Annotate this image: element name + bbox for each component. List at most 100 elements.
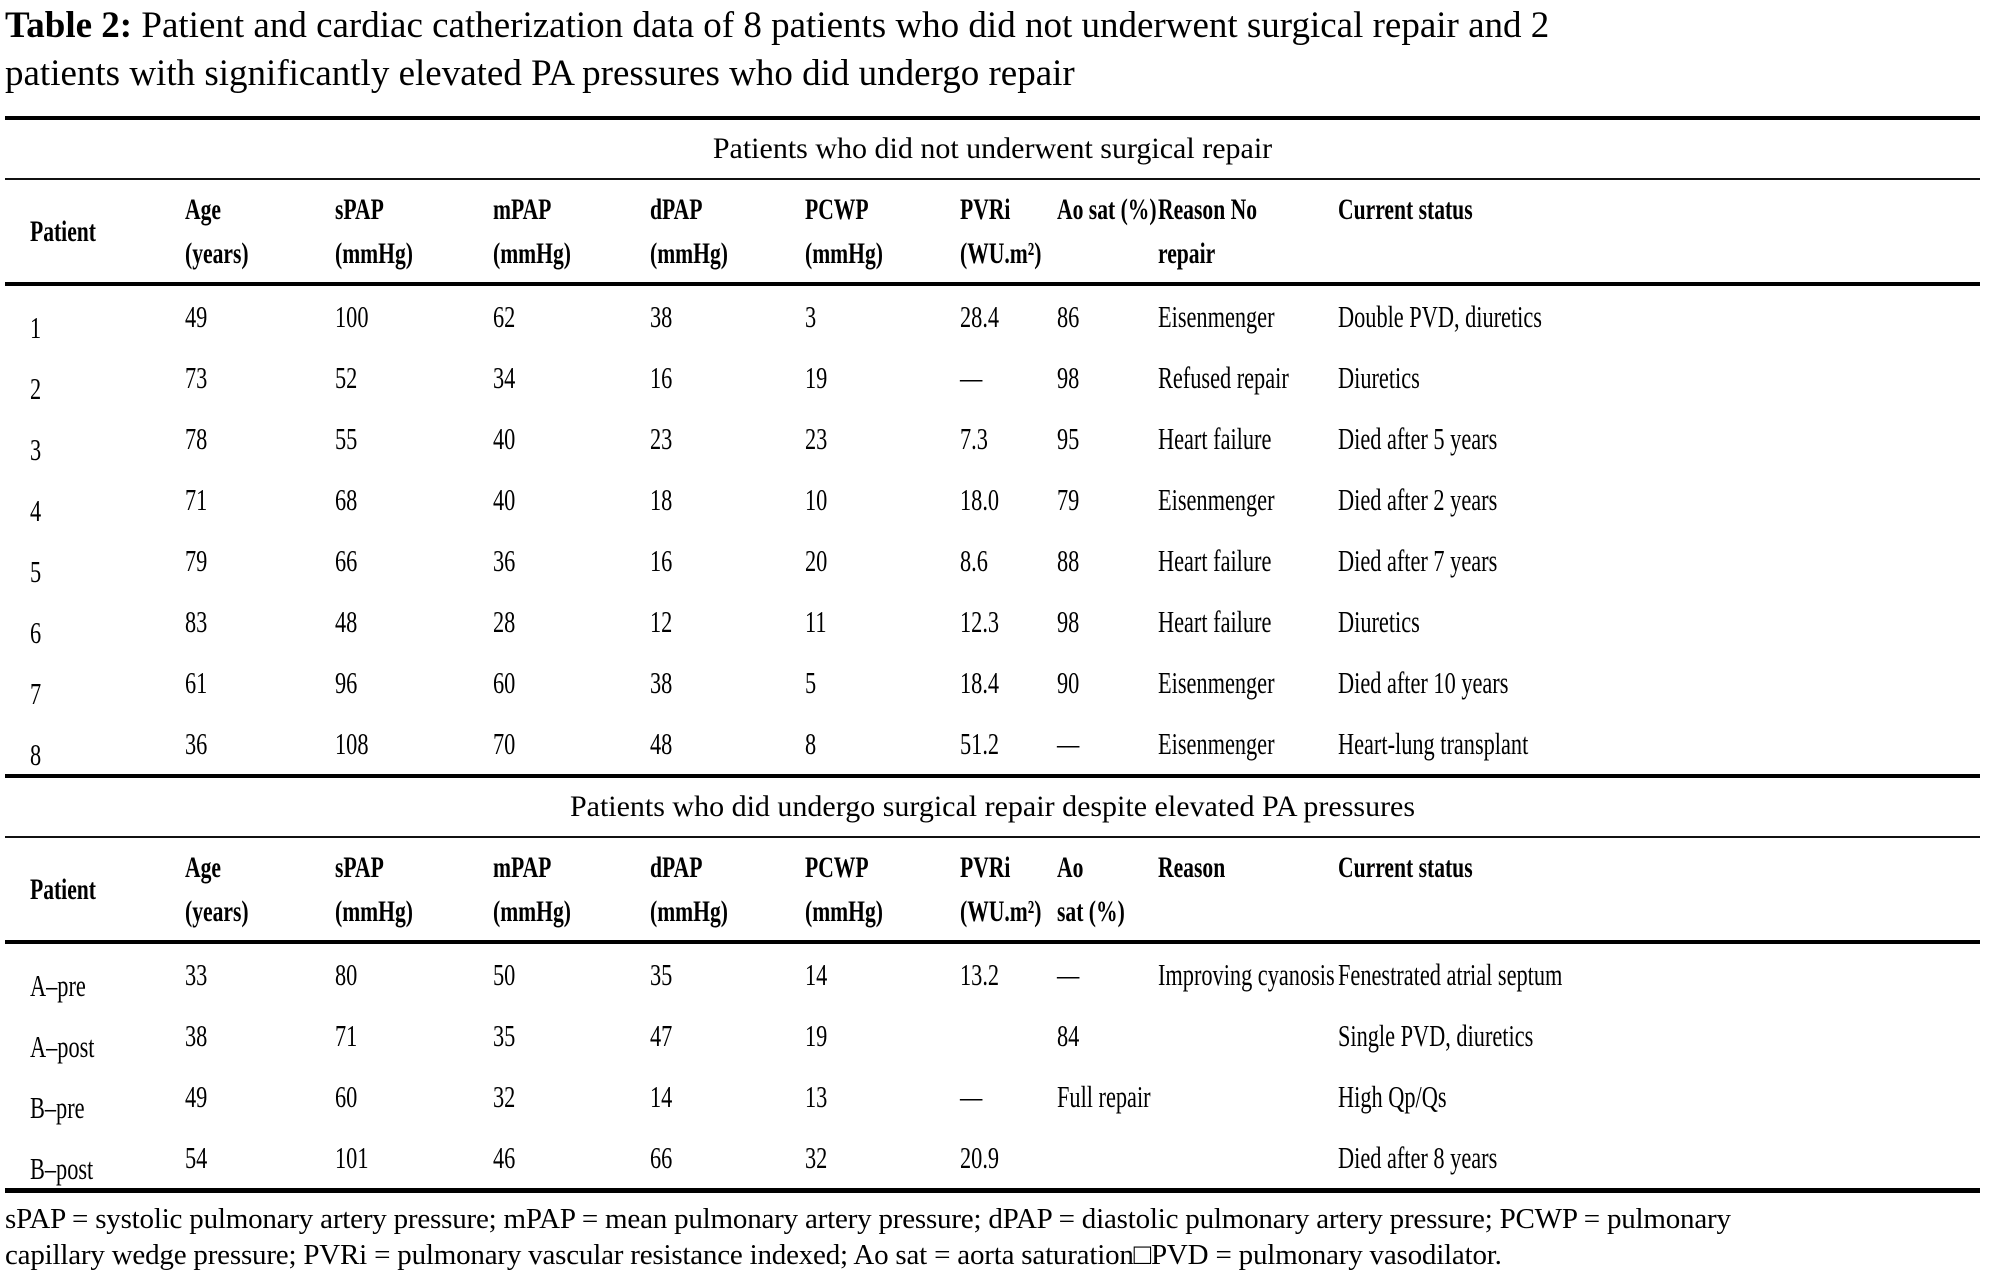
table-cell-reason: Eisenmenger <box>1158 482 1338 518</box>
cell-text: 35 <box>650 956 673 992</box>
table-cell-patient: B–post <box>30 1140 185 1186</box>
cell-text: Improving cyanosis <box>1158 956 1335 992</box>
table-cell-ao-sat: 86 <box>1057 299 1158 335</box>
cell-text: 36 <box>493 542 516 578</box>
header-line: (mmHg) <box>335 232 493 276</box>
table-cell-reason: Eisenmenger <box>1158 665 1338 701</box>
cell-text: 6 <box>30 614 42 650</box>
header-line: (years) <box>185 890 335 934</box>
table-cell-current-status: Died after 10 years <box>1338 665 1984 701</box>
table-row: 1 49 100 62 38 3 28.4 86 Eisenmenger Double PVD, … <box>5 286 1984 347</box>
table-cell-patient: A–post <box>30 1018 185 1064</box>
table-cell-pcwp: 23 <box>805 421 960 457</box>
cell-text: — <box>960 1078 983 1114</box>
table-cell-dpap: 18 <box>650 482 805 518</box>
column-header-dpap: dPAP (mmHg) <box>650 188 805 276</box>
column-header-ao-sat: Ao sat (%) <box>1057 188 1158 276</box>
header-text: sat (%) <box>1057 895 1125 928</box>
cell-text: 40 <box>493 420 516 456</box>
table-header-row: Patient Age (years) sPAP (mmHg) mPAP (mmHg) dPA… <box>5 838 1980 940</box>
cell-text: 79 <box>1057 481 1080 517</box>
table-cell-ao-sat: 95 <box>1057 421 1158 457</box>
table-cell-reason <box>1158 1140 1338 1176</box>
column-header-current-status: Current status <box>1338 188 1980 276</box>
cell-text: 38 <box>185 1017 208 1053</box>
table-cell-current-status: Diuretics <box>1338 604 1984 640</box>
header-text: Current status <box>1338 851 1473 884</box>
cell-text: 10 <box>805 481 828 517</box>
column-header-mpap: mPAP (mmHg) <box>493 846 650 934</box>
cell-text: 5 <box>805 664 817 700</box>
table-row: 7 61 96 60 38 5 18.4 90 Eisenmenger Died after 10… <box>5 652 1984 713</box>
footnote-line1: sPAP = systolic pulmonary artery pressur… <box>5 1203 1731 1235</box>
table-cell-pcwp: 32 <box>805 1140 960 1176</box>
table-cell-dpap: 66 <box>650 1140 805 1176</box>
table-cell-spap: 80 <box>335 957 493 993</box>
table-number-label: Table 2: <box>5 5 133 46</box>
header-text: PCWP <box>805 851 869 884</box>
table-cell-pvri: 13.2 <box>960 957 1057 993</box>
table-cell-pcwp: 20 <box>805 543 960 579</box>
table-cell-reason <box>1158 1079 1338 1115</box>
table-cell-age: 33 <box>185 957 335 993</box>
rule-below-table1-headers <box>5 282 1980 286</box>
cell-text: 38 <box>650 664 673 700</box>
cell-text: B–post <box>30 1150 94 1186</box>
table-cell-mpap: 60 <box>493 665 650 701</box>
table-cell-pcwp: 5 <box>805 665 960 701</box>
cell-text: Eisenmenger <box>1158 725 1275 761</box>
table-cell-mpap: 35 <box>493 1018 650 1054</box>
table-cell-dpap: 23 <box>650 421 805 457</box>
cell-text: 34 <box>493 359 516 395</box>
table-cell-dpap: 12 <box>650 604 805 640</box>
table-cell-age: 38 <box>185 1018 335 1054</box>
cell-text: Heart failure <box>1158 542 1272 578</box>
table-title-line1: Table 2: Patient and cardiac catherizati… <box>5 2 1984 50</box>
header-text: (WU.m²) <box>960 895 1042 928</box>
header-text: (mmHg) <box>650 237 728 270</box>
table-cell-ao-sat: 84 <box>1057 1018 1158 1054</box>
header-text: (WU.m²) <box>960 237 1042 270</box>
header-text: PVRi <box>960 193 1011 226</box>
table-cell-mpap: 46 <box>493 1140 650 1176</box>
table-title-text: Patient and cardiac catherization data o… <box>132 5 1550 46</box>
header-text: (years) <box>185 895 249 928</box>
cell-text: 96 <box>335 664 358 700</box>
cell-text: 95 <box>1057 420 1080 456</box>
header-line: mPAP <box>493 188 650 232</box>
cell-text: 7.3 <box>960 420 988 456</box>
table-cell-pvri: 20.9 <box>960 1140 1057 1176</box>
cell-text: — <box>1057 725 1080 761</box>
header-text: Age <box>185 193 221 226</box>
table-row: 6 83 48 28 12 11 12.3 98 Heart failure Diuretics <box>5 591 1984 652</box>
cell-text: 18 <box>650 481 673 517</box>
table-cell-age: 49 <box>185 1079 335 1115</box>
footnote: sPAP = systolic pulmonary artery pressur… <box>5 1193 1984 1273</box>
table-cell-reason: Heart failure <box>1158 421 1338 457</box>
cell-text: 79 <box>185 542 208 578</box>
column-header-spap: sPAP (mmHg) <box>335 846 493 934</box>
column-header-ao-sat: Ao sat (%) <box>1057 846 1158 934</box>
cell-text: 46 <box>493 1139 516 1175</box>
cell-text: 98 <box>1057 359 1080 395</box>
header-text: repair <box>1158 237 1216 270</box>
header-text: (mmHg) <box>650 895 728 928</box>
table-cell-reason: Eisenmenger <box>1158 299 1338 335</box>
table-cell-spap: 52 <box>335 360 493 396</box>
cell-text: 70 <box>493 725 516 761</box>
table-cell-patient: 5 <box>30 543 185 589</box>
table-cell-current-status: Heart-lung transplant <box>1338 726 1984 762</box>
header-line: dPAP <box>650 846 805 890</box>
cell-text: 20.9 <box>960 1139 1000 1175</box>
header-line: sPAP <box>335 846 493 890</box>
header-text: dPAP <box>650 851 703 884</box>
table-cell-reason: Heart failure <box>1158 543 1338 579</box>
cell-text: 13 <box>805 1078 828 1114</box>
header-text: Ao <box>1057 851 1084 884</box>
cell-text: 19 <box>805 1017 828 1053</box>
cell-text: 14 <box>650 1078 673 1114</box>
cell-text: 66 <box>650 1139 673 1175</box>
header-line: (WU.m²) <box>960 890 1057 934</box>
cell-text: 2 <box>30 370 42 406</box>
cell-text: 28 <box>493 603 516 639</box>
